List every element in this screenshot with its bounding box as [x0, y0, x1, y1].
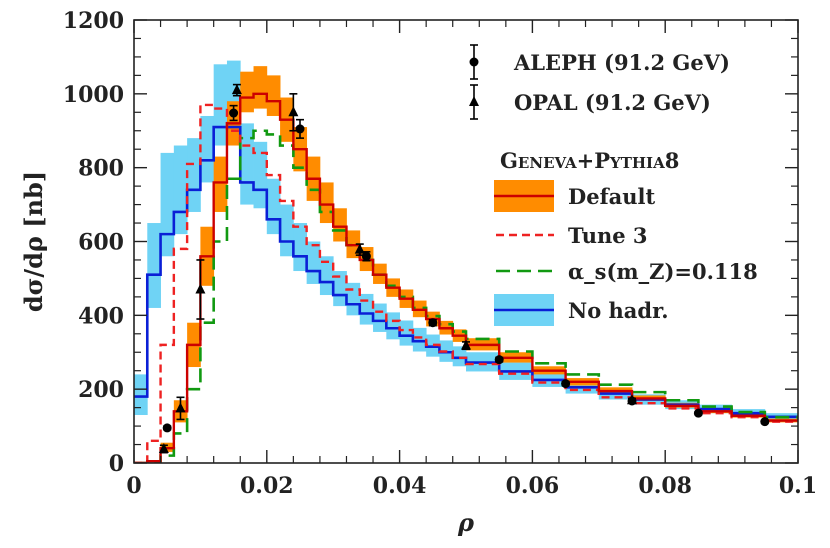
default-band-bin — [319, 182, 334, 224]
no-hadr-band — [134, 60, 798, 421]
plot-area — [134, 60, 798, 463]
y-tick-label: 1000 — [63, 82, 124, 108]
tune3-line — [134, 103, 798, 463]
no-hadr-band-bin — [147, 223, 161, 308]
no-hadr-band-bin — [319, 256, 334, 296]
aleph-point — [428, 318, 438, 328]
x-tick-label: 0.04 — [373, 473, 427, 499]
aleph-point — [494, 355, 504, 365]
legend-opal-label: OPAL (91.2 GeV) — [514, 90, 711, 115]
opal-point — [231, 84, 242, 95]
legend-entry-opal: OPAL (91.2 GeV) — [469, 84, 711, 120]
aleph-point — [361, 251, 371, 261]
no-hadr-band-bin — [134, 374, 148, 416]
no-hadr-band-bin — [306, 241, 321, 284]
default-band-bin — [253, 66, 268, 109]
no-hadr-band-bin — [266, 178, 281, 235]
x-tick-label: 0.06 — [506, 473, 560, 499]
legend-entry-tune3: Tune 3 — [496, 223, 648, 248]
no-hadr-band-bin — [280, 204, 294, 257]
legend-opal-marker — [469, 96, 479, 106]
opal-point — [288, 106, 299, 117]
legend-no-hadr-label: No hadr. — [568, 298, 669, 323]
opal-point — [461, 339, 471, 350]
aleph-point — [162, 423, 172, 433]
y-tick-label: 400 — [78, 303, 124, 329]
default-band-bin — [240, 71, 254, 113]
default-band-bin — [333, 208, 347, 242]
y-tick-label: 0 — [109, 451, 124, 477]
legend-aleph-marker — [469, 57, 479, 67]
legend-entry-aleph: ALEPH (91.2 GeV) — [469, 44, 730, 80]
default-band-bin — [266, 75, 281, 116]
no-hadr-band-bin — [386, 312, 400, 340]
legend-alphas-label: α_s(m_Z)=0.118 — [568, 259, 758, 284]
plot-inner — [134, 60, 798, 463]
no-hadr-band-bin — [293, 223, 308, 272]
default-band-bin — [213, 156, 228, 212]
no-hadr-band-bin — [160, 152, 175, 257]
y-tick-label: 1200 — [63, 8, 124, 34]
aleph-point — [561, 379, 571, 389]
y-tick-label: 600 — [78, 230, 124, 256]
aleph-point — [229, 108, 239, 118]
no-hadr-band-bin — [399, 320, 414, 346]
no-hadr-band-bin — [333, 271, 347, 307]
no-hadr-band-bin — [187, 138, 201, 212]
y-tick-label: 200 — [78, 377, 124, 403]
x-tick-label: 0.1 — [779, 473, 817, 499]
aleph-point — [760, 417, 770, 427]
x-tick-label: 0 — [126, 473, 141, 499]
legend-group-title: Geneva+Pythia8 — [500, 148, 679, 173]
no-hadr-band-bin — [240, 123, 254, 205]
x-tick-label: 0.08 — [638, 473, 692, 499]
no-hadr-band-bin — [173, 145, 188, 235]
no-hadr-band-bin — [373, 303, 387, 332]
no-hadr-band-bin — [213, 64, 228, 146]
y-tick-label: 800 — [78, 156, 124, 182]
legend-entry-no-hadr: No hadr. — [494, 294, 669, 326]
legend: ALEPH (91.2 GeV) OPAL (91.2 GeV) Geneva+Py… — [469, 44, 758, 326]
no-hadr-band-bin — [412, 327, 427, 352]
no-hadr-band-bin — [452, 346, 467, 367]
opal-point — [627, 394, 637, 405]
no-hadr-band-bin — [253, 141, 268, 209]
opal-point — [158, 442, 169, 453]
x-axis-title: ρ — [457, 508, 475, 537]
no-hadr-band-bin — [200, 115, 215, 183]
legend-entry-alphas: α_s(m_Z)=0.118 — [496, 259, 758, 284]
no-hadr-band-bin — [359, 293, 374, 325]
legend-entry-default: Default — [494, 180, 655, 212]
aleph-point — [693, 408, 703, 418]
x-tick-label: 0.02 — [240, 473, 294, 499]
opal-point — [175, 402, 186, 413]
legend-tune3-label: Tune 3 — [568, 223, 648, 248]
legend-aleph-label: ALEPH (91.2 GeV) — [513, 50, 730, 75]
opal-point — [354, 243, 365, 254]
y-axis-title: dσ/dρ [nb] — [19, 171, 48, 312]
legend-default-label: Default — [568, 184, 655, 209]
axes: 0 0.02 0.04 0.06 0.08 0.1 0 200 400 600 800 1000 120… — [19, 8, 817, 537]
aleph-point — [295, 124, 305, 134]
opal-point — [195, 283, 206, 294]
no-hadr-band-bin — [346, 282, 361, 316]
opal-points — [158, 83, 637, 454]
